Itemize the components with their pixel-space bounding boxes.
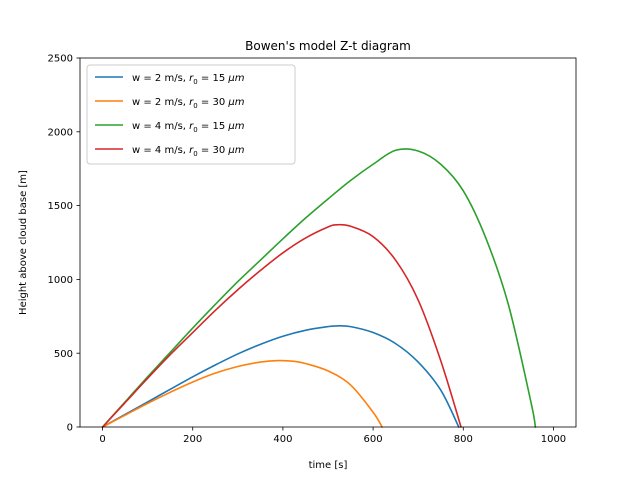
y-tick-label: 0 <box>67 423 73 434</box>
y-tick-label: 2500 <box>48 54 73 65</box>
series-line-2 <box>101 359 384 429</box>
legend: w = 2 m/s, r0 = 15 μm w = 2 m/s, r0 = 30 … <box>86 64 296 165</box>
x-tick-label: 400 <box>273 434 292 445</box>
series-line-1 <box>101 325 460 429</box>
x-tick-label: 800 <box>454 434 473 445</box>
y-tick-label: 1000 <box>48 275 73 286</box>
x-tick-label: 1000 <box>541 434 566 445</box>
series-line-4 <box>101 223 463 429</box>
y-tick-label: 2000 <box>48 127 73 138</box>
y-axis-label: Height above cloud base [m] <box>18 170 29 315</box>
plot-frame <box>79 57 577 428</box>
x-axis-label: time [s] <box>309 460 348 471</box>
x-tick-label: 0 <box>99 434 105 445</box>
y-axis: 0 500 1000 1500 2000 2500 <box>48 54 80 434</box>
x-tick-label: 200 <box>183 434 202 445</box>
legend-label-2: w = 2 m/s, r0 = 30 μm <box>132 97 245 110</box>
x-axis: 0 200 400 600 800 1000 <box>99 427 566 445</box>
legend-label-4: w = 4 m/s, r0 = 30 μm <box>132 145 245 158</box>
legend-label-3: w = 4 m/s, r0 = 15 μm <box>132 121 245 134</box>
legend-label-1: w = 2 m/s, r0 = 15 μm <box>132 73 245 86</box>
series-line-3 <box>101 148 537 429</box>
y-tick-label: 1500 <box>48 201 73 212</box>
chart-title: Bowen's model Z-t diagram <box>245 39 411 53</box>
y-tick-label: 500 <box>54 349 73 360</box>
series-layer <box>101 148 537 429</box>
x-tick-label: 600 <box>364 434 383 445</box>
legend-box <box>86 64 296 165</box>
